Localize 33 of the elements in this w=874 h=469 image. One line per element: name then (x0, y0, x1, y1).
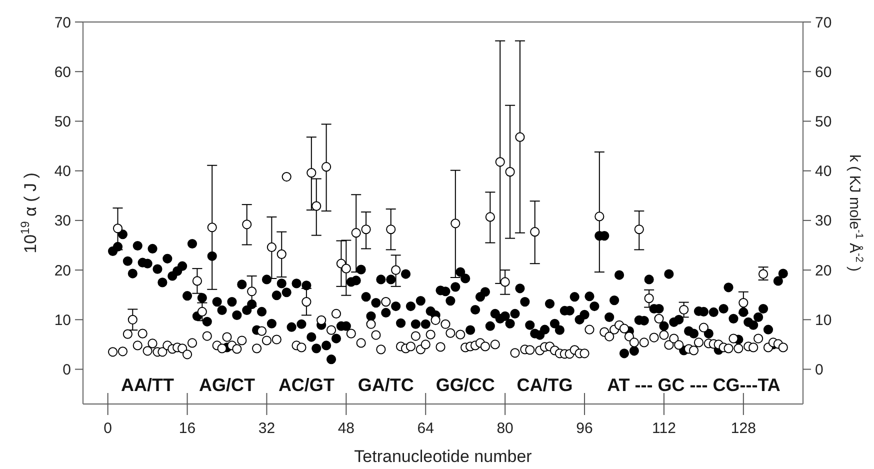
x-tick-label: 80 (496, 420, 514, 437)
y2-tick-label: 40 (815, 163, 832, 180)
x-tick-label: 64 (417, 420, 434, 437)
y2-tick-label: 60 (815, 64, 832, 81)
annotation: AT --- GC --- CG---TA (607, 375, 780, 395)
annotation: AG/CT (199, 375, 255, 395)
x-tick-label: 112 (652, 420, 676, 437)
y2-tick-label: 20 (815, 262, 832, 280)
annotation: GA/TC (358, 375, 414, 395)
y-tick-label: 10 (54, 312, 71, 329)
y-tick-label: 70 (54, 14, 71, 32)
x-tick-label: 96 (576, 420, 593, 437)
y2-tick-label: 50 (815, 113, 832, 130)
x-tick-label: 128 (730, 420, 756, 437)
x-tick-label: 32 (258, 420, 276, 437)
y-tick-label: 20 (54, 262, 71, 280)
annotation: AC/GT (278, 375, 334, 395)
x-tick-label: 16 (178, 420, 196, 437)
y2-tick-label: 70 (815, 14, 832, 32)
y-tick-label: 50 (54, 113, 71, 130)
y2-tick-label: 10 (815, 312, 832, 329)
x-tick-label: 0 (104, 420, 112, 437)
annotation: AA/TT (121, 375, 174, 395)
x-tick-label: 48 (338, 420, 355, 437)
y2-tick-label: 0 (815, 362, 824, 379)
x-axis-title: Tetranucleotide number (354, 447, 532, 466)
y-tick-label: 0 (62, 362, 71, 379)
y2-tick-label: 30 (815, 212, 832, 230)
annotation: GG/CC (436, 375, 495, 395)
annotation: CA/TG (516, 375, 573, 395)
y-tick-label: 40 (54, 163, 71, 180)
y-tick-label: 30 (54, 212, 71, 230)
y-tick-label: 60 (54, 64, 71, 81)
